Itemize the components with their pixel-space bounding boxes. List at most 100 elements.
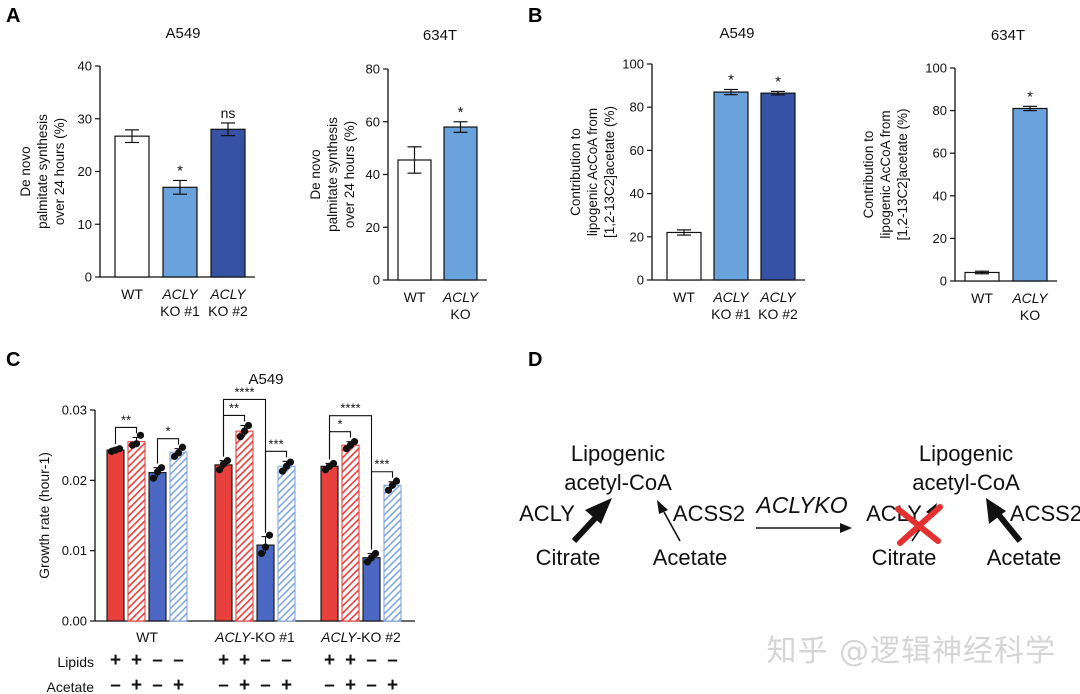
data-point	[371, 549, 380, 558]
category-label: KO #2	[758, 306, 798, 322]
category-label: ACLY	[759, 289, 797, 305]
right-product-line1: Lipogenic	[919, 441, 1013, 466]
bar	[210, 128, 246, 278]
category-label: WT	[121, 286, 143, 302]
group-label-suffix: -KO #1	[250, 629, 295, 645]
bar	[1012, 107, 1048, 282]
significance-label: **	[229, 400, 239, 415]
bar	[713, 91, 749, 281]
acetate-sign: +	[173, 675, 184, 694]
data-point	[286, 458, 295, 466]
significance-bracket	[156, 438, 180, 464]
y-tick-label: 40	[78, 59, 92, 74]
left-product-line1: Lipogenic	[571, 441, 665, 466]
acetate-sign: –	[152, 675, 163, 694]
bar	[443, 126, 478, 281]
data-point	[215, 466, 224, 474]
bar	[162, 186, 198, 278]
y-axis-label: De novo	[18, 146, 33, 196]
group-label: WT	[136, 629, 158, 645]
group-label-gene: ACLY	[214, 629, 252, 645]
row-label-lipids: Lipids	[57, 654, 94, 670]
significance-label: **	[121, 412, 131, 427]
lipids-sign: +	[324, 650, 335, 671]
chart-b-634t: 634T 0 20 40 60 80 100 Contribution to lipogenic…	[861, 27, 1057, 323]
data-point	[350, 438, 359, 446]
significance-label: *	[337, 417, 342, 432]
y-tick-label: 20	[366, 220, 380, 235]
bar	[320, 465, 339, 622]
y-axis-label: [1,2-13C2]acetate (%)	[895, 108, 910, 240]
y-tick-label: 80	[366, 62, 380, 77]
category-label: ACLY	[442, 289, 480, 305]
y-axis-label: Contribution to	[861, 131, 876, 219]
right-product-line2: acetyl-CoA	[912, 470, 1020, 495]
category-label: ACLY	[161, 286, 199, 302]
significance-bracket	[264, 450, 288, 533]
lipids-sign: +	[239, 650, 250, 671]
panel-letter-d: D	[528, 349, 542, 371]
lipids-sign: –	[173, 650, 184, 671]
chart-b-a549: A549 0 20 40 60 80 100 Contribution to lipogenic…	[568, 25, 805, 322]
y-axis-label: lipogenic AcCoA from	[585, 108, 600, 236]
right-substrate-citrate: Citrate	[872, 545, 937, 570]
y-tick-label: 100	[622, 57, 644, 72]
left-substrate-citrate: Citrate	[536, 545, 601, 570]
lipids-sign: –	[387, 650, 398, 671]
data-point	[157, 464, 166, 472]
left-acly-arrowhead	[585, 498, 612, 524]
data-point	[265, 531, 274, 539]
data-point	[244, 421, 253, 430]
acetate-sign: +	[387, 675, 398, 694]
bar	[114, 135, 150, 278]
y-axis-label: over 24 hours (%)	[342, 121, 357, 228]
y-tick-label: 0	[373, 273, 380, 288]
significance-label: *	[165, 424, 170, 439]
significance-label: ****	[340, 401, 360, 416]
left-acss2-arrowhead	[657, 500, 668, 514]
y-axis-label: lipogenic AcCoA from	[878, 110, 893, 238]
y-tick-label: 0.00	[62, 614, 87, 629]
data-point	[384, 486, 393, 494]
lipids-sign: –	[260, 650, 271, 671]
y-tick-label: 0	[940, 274, 947, 289]
significance-label: *	[728, 71, 734, 88]
y-axis-label: over 24 hours (%)	[52, 118, 67, 225]
transition-label-acly-ko: ACLYKO	[754, 492, 847, 518]
left-acss2-arrow	[663, 511, 681, 542]
lipids-sign: +	[218, 650, 229, 671]
bar	[383, 484, 402, 622]
pathway-left: Lipogenic acetyl-CoA ACLY ACSS2 Citrate …	[519, 441, 745, 570]
data-point	[236, 433, 245, 441]
significance-label: ***	[268, 436, 283, 451]
lipids-sign: +	[345, 650, 356, 671]
category-label: ACLY	[209, 286, 247, 302]
panel-letter-c: C	[6, 349, 20, 371]
bar	[397, 159, 432, 281]
group-label-suffix: -KO #2	[356, 629, 401, 645]
significance-bracket	[370, 471, 394, 550]
right-enzyme-acss2: ACSS2	[1010, 501, 1080, 526]
significance-label: *	[775, 73, 781, 90]
chart-title: 634T	[423, 27, 457, 44]
significance-bracket	[114, 426, 138, 444]
significance-label: ***	[374, 457, 389, 472]
y-tick-label: 0.03	[62, 403, 87, 418]
y-tick-label: 40	[366, 167, 380, 182]
left-enzyme-acly: ACLY	[519, 501, 575, 526]
significance-label: *	[458, 104, 464, 121]
y-tick-label: 40	[630, 186, 644, 201]
y-tick-label: 60	[630, 143, 644, 158]
bar	[106, 449, 125, 622]
chart-a-a549: A549 0 10 20 30 40 De novo palmitate synthesis o…	[18, 25, 255, 319]
left-substrate-acetate: Acetate	[653, 545, 728, 570]
bar	[666, 231, 702, 281]
y-axis-label: [1,2-13C2]acetate (%)	[602, 106, 617, 238]
pathway-right: Lipogenic acetyl-CoA ACLY ACSS2 Citrate …	[866, 441, 1080, 570]
category-label: WT	[404, 289, 426, 305]
significance-label: *	[1027, 88, 1033, 105]
bar	[362, 557, 381, 622]
data-point	[329, 459, 338, 468]
right-acss2-arrowhead	[986, 498, 1006, 524]
